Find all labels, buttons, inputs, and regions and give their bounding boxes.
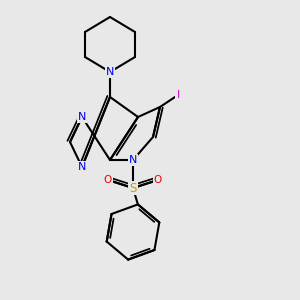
Text: N: N	[129, 155, 137, 165]
Text: N: N	[78, 162, 86, 172]
Text: N: N	[78, 112, 86, 122]
Text: O: O	[104, 175, 112, 185]
Text: N: N	[106, 67, 114, 77]
Text: S: S	[129, 182, 137, 194]
Text: I: I	[176, 90, 180, 100]
Text: O: O	[154, 175, 162, 185]
